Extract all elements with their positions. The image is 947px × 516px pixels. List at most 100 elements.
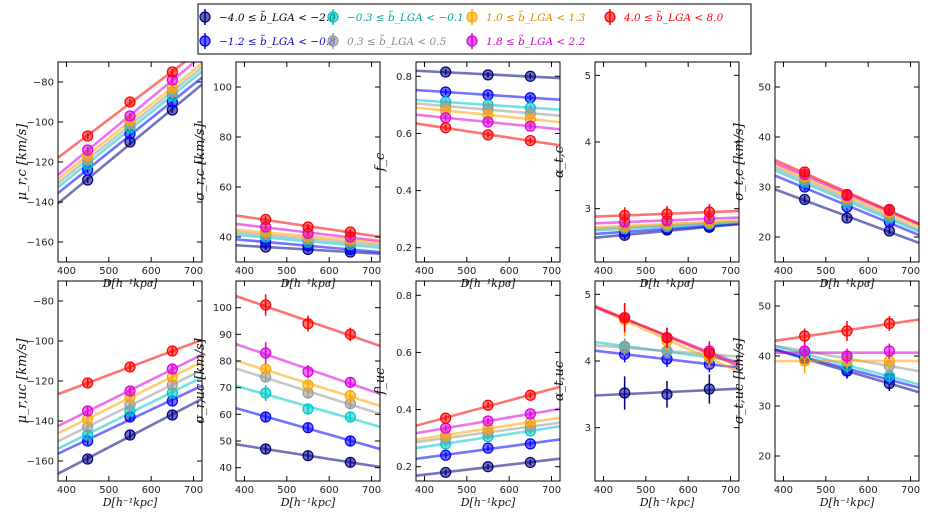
x-tick-label: 600 [679,266,698,277]
x-tick-label: 400 [594,266,613,277]
data-point [799,193,811,206]
data-point [661,332,673,344]
data-point [524,120,536,132]
x-tick-label: 600 [320,266,339,277]
data-points [440,66,536,147]
y-tick-label: 40 [758,133,771,144]
y-tick-label: 0.4 [396,186,412,197]
data-point [260,443,272,455]
data-point [260,299,272,311]
y-tick-label: 100 [213,83,232,94]
panel-sigma_r_c: 400 500 600 700 40 60 80 100 D[h⁻¹kpc] σ_r,c [km/… [193,61,381,290]
y-tick-label: 4 [585,357,591,368]
x-tick-label: 400 [57,485,76,496]
x-tick-label: 500 [636,266,655,277]
legend-label: −1.2 ≤ b̃_LGA < −0.8 [219,34,336,48]
axes-frame [594,280,740,482]
data-point [703,347,715,359]
data-point [82,377,94,389]
y-tick-label: 30 [758,402,771,413]
x-tick-label: 400 [415,485,434,496]
data-point [166,345,178,357]
data-point [524,134,536,147]
x-tick-label: 500 [457,266,476,277]
x-tick-label: 700 [721,485,740,496]
y-axis-label: μ_r,c [km/s] [15,123,30,201]
legend-marker [327,11,339,23]
y-tick-label: 20 [758,452,771,463]
data-point [440,66,452,78]
data-point [260,363,272,375]
data-points [619,204,715,241]
legend-marker [327,35,339,47]
y-tick-label: 50 [758,302,771,313]
data-point [482,89,494,101]
x-tick-label: 700 [362,485,381,496]
x-axis-label: D[h⁻¹kpc] [460,277,516,290]
x-tick-label: 700 [901,485,920,496]
axes-frame [594,61,740,263]
data-point [260,387,272,399]
data-point [482,129,494,141]
data-point [124,96,136,108]
data-point [260,411,272,423]
data-point [661,388,673,400]
panel-alpha_t_uc: 400 500 600 700 3 4 5 D[h⁻¹kpc] α_t,uc [552,280,740,509]
y-tick-label: 0.4 [396,405,412,416]
data-point [440,122,452,134]
panels: 400 500 600 700 −160 −140 −120 −100 −80 D[h⁻¹kpc]… [15,61,920,509]
y-tick-label: 0.8 [396,291,412,302]
legend-label: 1.8 ≤ b̃_LGA < 2.2 [486,34,586,48]
data-point [799,330,811,342]
y-axis-label: σ_t,uc [km/s] [732,337,747,424]
data-point [302,221,314,233]
legend: −4.0 ≤ b̃_LGA < −2.0 −1.2 ≤ b̃_LGA < −0.8… [197,3,752,55]
legend-marker [604,11,616,23]
x-tick-label: 500 [277,485,296,496]
x-axis-label: D[h⁻¹kpc] [819,496,875,509]
y-tick-label: 3 [585,204,591,215]
x-tick-label: 500 [99,485,118,496]
y-tick-label: −100 [27,118,54,129]
data-point [482,399,494,411]
x-tick-label: 700 [362,266,381,277]
data-point [302,366,314,378]
axes-frame [415,61,561,263]
x-tick-label: 400 [774,266,793,277]
data-point [124,361,136,373]
axes-frame [774,280,920,482]
y-tick-label: 80 [219,133,232,144]
legend-marker [199,35,211,47]
data-point [82,453,94,465]
legend-label: 4.0 ≤ b̃_LGA < 8.0 [623,10,724,24]
data-point [841,212,853,224]
data-point [82,174,94,186]
legend-entry: 0.3 ≤ b̃_LGA < 0.5 [327,33,447,49]
legend-marker [199,11,211,23]
x-tick-label: 700 [184,266,203,277]
data-point [260,347,272,359]
y-tick-label: −160 [27,457,54,468]
x-tick-label: 700 [542,485,561,496]
data-point [440,449,452,461]
data-point [124,429,136,441]
y-tick-label: 4 [585,138,591,149]
x-tick-label: 600 [859,485,878,496]
data-point [841,188,853,201]
panel-mu_r_c: 400 500 600 700 −160 −140 −120 −100 −80 D[h⁻¹kpc]… [15,61,203,290]
x-tick-label: 400 [57,266,76,277]
data-point [799,166,811,178]
data-point [841,350,853,362]
data-point [124,385,136,397]
data-point [524,438,536,450]
data-point [260,213,272,226]
y-axis-label: σ_t,c [km/s] [732,122,747,200]
data-point [524,408,536,420]
legend-entry: −4.0 ≤ b̃_LGA < −2.0 [199,9,336,25]
y-tick-label: 5 [585,290,591,301]
y-tick-label: 90 [219,330,232,341]
legend-marker [466,11,478,23]
y-tick-label: −80 [33,297,54,308]
legend-entry: 4.0 ≤ b̃_LGA < 8.0 [604,9,724,25]
data-point [344,390,356,402]
